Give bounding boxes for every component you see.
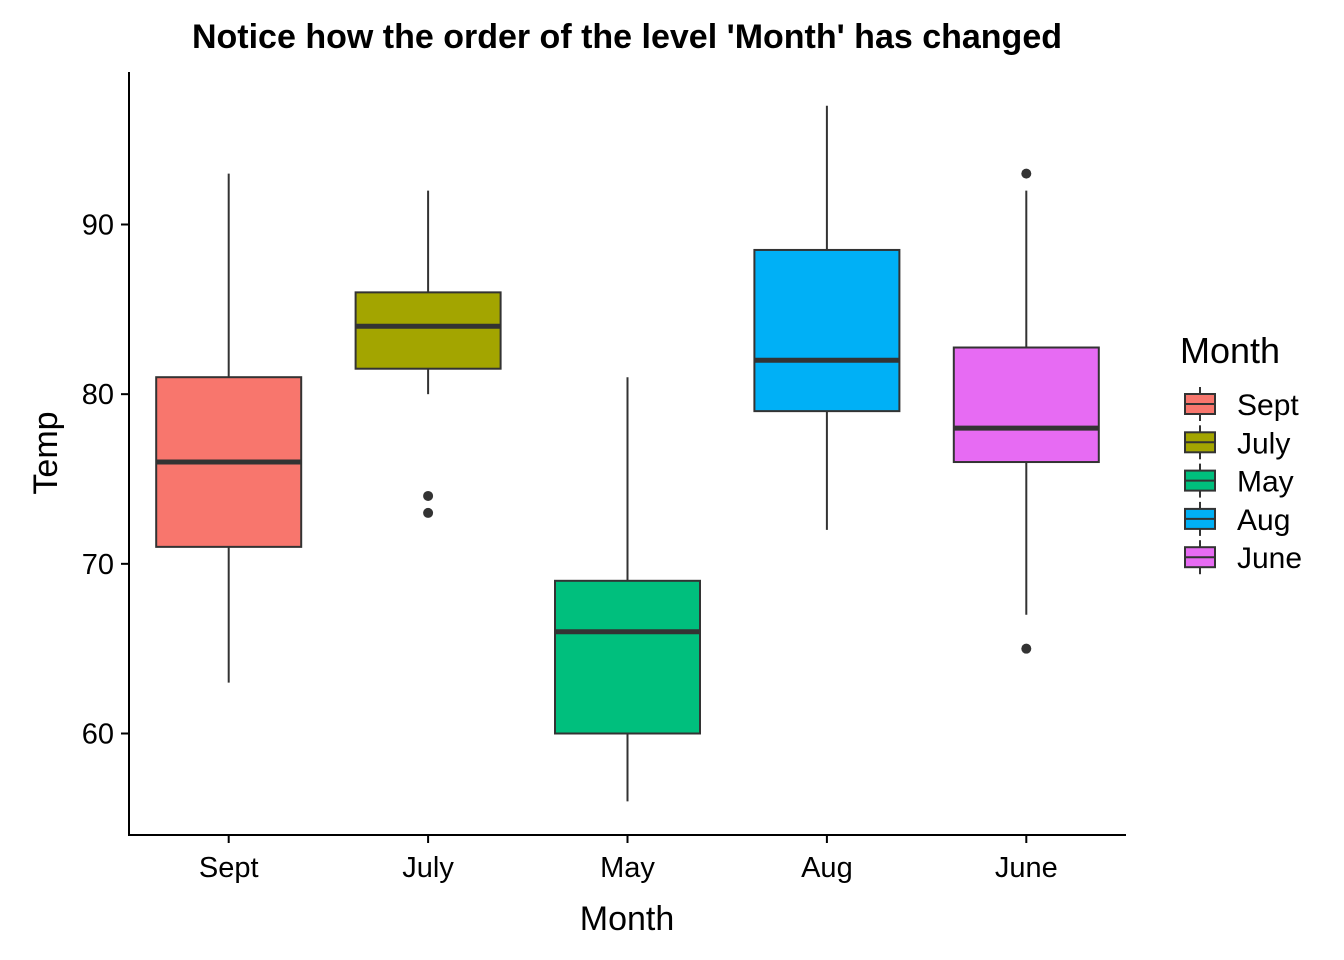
- y-tick-label: 80: [82, 379, 114, 411]
- box-june: [952, 168, 1100, 654]
- legend-title: Month: [1180, 330, 1280, 371]
- legend-label: Sept: [1237, 389, 1299, 422]
- box-july: [354, 190, 502, 518]
- legend-label: July: [1237, 427, 1290, 460]
- legend: Month Sept July May Aug June: [1180, 330, 1302, 575]
- plot-area: [155, 105, 1100, 802]
- box-sept: [155, 173, 303, 683]
- outlier-point: [423, 490, 434, 501]
- box-body: [952, 346, 1100, 464]
- legend-item-sept: Sept: [1184, 387, 1299, 422]
- legend-entries: Sept July May Aug June: [1184, 387, 1302, 575]
- x-tick-label: Sept: [199, 852, 259, 884]
- y-tick-label: 60: [82, 719, 114, 751]
- y-axis-ticks: 60 70 80 90: [82, 210, 129, 751]
- legend-label: Aug: [1237, 504, 1290, 537]
- x-tick-label: Aug: [801, 852, 853, 884]
- y-tick-label: 70: [82, 549, 114, 581]
- box-body: [753, 248, 901, 413]
- legend-item-may: May: [1184, 463, 1294, 499]
- box-may: [554, 377, 701, 802]
- outlier-point: [1021, 168, 1032, 179]
- legend-item-aug: Aug: [1184, 501, 1290, 537]
- legend-item-july: July: [1184, 425, 1290, 460]
- x-tick-label: July: [402, 852, 454, 884]
- chart-title: Notice how the order of the level 'Month…: [192, 18, 1062, 56]
- outlier-point: [1021, 643, 1032, 654]
- box-body: [554, 579, 701, 735]
- x-axis-title: Month: [580, 900, 675, 938]
- box-body: [354, 291, 502, 370]
- x-axis-ticks: Sept July May Aug June: [199, 835, 1058, 884]
- x-tick-label: May: [600, 852, 655, 884]
- legend-item-june: June: [1184, 540, 1302, 575]
- legend-label: June: [1237, 542, 1302, 575]
- legend-label: May: [1237, 466, 1294, 499]
- y-axis-title: Temp: [27, 411, 65, 494]
- y-tick-label: 90: [82, 210, 114, 242]
- x-tick-label: June: [995, 852, 1058, 884]
- box-aug: [753, 105, 901, 530]
- outlier-point: [423, 507, 434, 518]
